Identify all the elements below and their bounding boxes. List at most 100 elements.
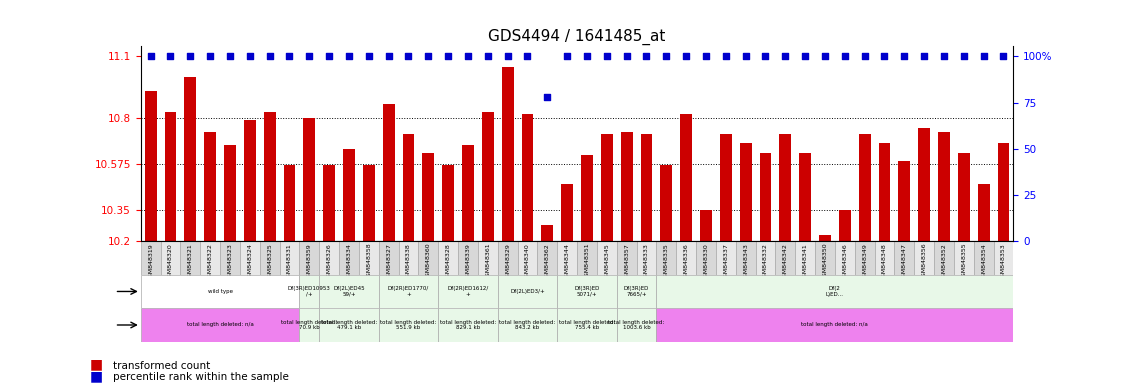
- Text: Df(2
L)ED...: Df(2 L)ED...: [825, 286, 843, 297]
- FancyBboxPatch shape: [141, 308, 300, 342]
- FancyBboxPatch shape: [279, 241, 300, 275]
- Text: GSM848348: GSM848348: [882, 243, 887, 281]
- FancyBboxPatch shape: [557, 308, 617, 342]
- Bar: [185, 77, 196, 241]
- Point: [895, 53, 913, 60]
- FancyBboxPatch shape: [260, 241, 279, 275]
- Point: [479, 53, 497, 60]
- FancyBboxPatch shape: [458, 241, 477, 275]
- FancyBboxPatch shape: [993, 241, 1013, 275]
- FancyBboxPatch shape: [300, 308, 320, 342]
- Text: GSM848331: GSM848331: [287, 243, 292, 281]
- Point: [400, 53, 418, 60]
- Text: Df(3R)ED
7665/+: Df(3R)ED 7665/+: [624, 286, 650, 297]
- Text: GSM848319: GSM848319: [149, 243, 153, 281]
- Text: total length deleted:
551.9 kb: total length deleted: 551.9 kb: [381, 319, 437, 330]
- FancyBboxPatch shape: [815, 241, 834, 275]
- FancyBboxPatch shape: [498, 308, 557, 342]
- Point: [618, 53, 636, 60]
- Point: [142, 53, 160, 60]
- Point: [459, 53, 477, 60]
- Bar: [482, 112, 494, 241]
- Bar: [998, 142, 1009, 241]
- Text: GSM848346: GSM848346: [842, 243, 848, 281]
- FancyBboxPatch shape: [518, 241, 537, 275]
- Text: GSM848349: GSM848349: [863, 243, 867, 281]
- Bar: [680, 114, 692, 241]
- Text: Df(2R)ED1612/
+: Df(2R)ED1612/ +: [447, 286, 489, 297]
- FancyBboxPatch shape: [320, 308, 378, 342]
- Point: [717, 53, 735, 60]
- Point: [161, 53, 179, 60]
- Point: [637, 53, 655, 60]
- FancyBboxPatch shape: [438, 241, 458, 275]
- Text: GSM848355: GSM848355: [962, 243, 966, 280]
- FancyBboxPatch shape: [617, 241, 636, 275]
- FancyBboxPatch shape: [240, 241, 260, 275]
- Bar: [740, 142, 752, 241]
- Point: [260, 53, 278, 60]
- FancyBboxPatch shape: [419, 241, 438, 275]
- Bar: [918, 128, 930, 241]
- Point: [558, 53, 577, 60]
- FancyBboxPatch shape: [378, 275, 438, 308]
- Bar: [145, 91, 157, 241]
- Text: total length deleted:
70.9 kb: total length deleted: 70.9 kb: [282, 319, 338, 330]
- Point: [856, 53, 874, 60]
- FancyBboxPatch shape: [359, 241, 378, 275]
- Text: GSM848347: GSM848347: [902, 243, 906, 281]
- Text: GSM848345: GSM848345: [605, 243, 609, 281]
- Point: [202, 53, 220, 60]
- Text: total length deleted: n/a: total length deleted: n/a: [802, 323, 868, 328]
- Text: GSM848351: GSM848351: [584, 243, 590, 280]
- FancyBboxPatch shape: [636, 241, 656, 275]
- Text: total length deleted:
1003.6 kb: total length deleted: 1003.6 kb: [608, 319, 664, 330]
- FancyBboxPatch shape: [557, 241, 578, 275]
- Point: [915, 53, 933, 60]
- Point: [360, 53, 378, 60]
- Point: [994, 53, 1012, 60]
- Text: GSM848357: GSM848357: [624, 243, 629, 281]
- FancyBboxPatch shape: [438, 275, 498, 308]
- Bar: [938, 132, 950, 241]
- Bar: [443, 165, 454, 241]
- Text: Df(2R)ED1770/
+: Df(2R)ED1770/ +: [387, 286, 429, 297]
- Title: GDS4494 / 1641485_at: GDS4494 / 1641485_at: [489, 28, 665, 45]
- Text: Df(2L)ED3/+: Df(2L)ED3/+: [510, 289, 545, 294]
- Bar: [244, 120, 256, 241]
- Text: GSM848324: GSM848324: [248, 243, 252, 281]
- FancyBboxPatch shape: [339, 241, 359, 275]
- Point: [181, 53, 199, 60]
- Text: GSM848353: GSM848353: [1001, 243, 1006, 281]
- Bar: [542, 225, 553, 241]
- FancyBboxPatch shape: [795, 241, 815, 275]
- FancyBboxPatch shape: [141, 241, 161, 275]
- Point: [816, 53, 834, 60]
- FancyBboxPatch shape: [399, 241, 419, 275]
- Bar: [760, 153, 771, 241]
- FancyBboxPatch shape: [180, 241, 200, 275]
- Bar: [403, 134, 414, 241]
- Text: GSM848342: GSM848342: [783, 243, 788, 281]
- Bar: [839, 210, 851, 241]
- FancyBboxPatch shape: [320, 275, 378, 308]
- FancyBboxPatch shape: [617, 308, 656, 342]
- FancyBboxPatch shape: [141, 275, 300, 308]
- FancyBboxPatch shape: [834, 241, 855, 275]
- Text: GSM848336: GSM848336: [683, 243, 689, 281]
- Text: GSM848337: GSM848337: [723, 243, 729, 281]
- FancyBboxPatch shape: [438, 308, 498, 342]
- FancyBboxPatch shape: [300, 241, 320, 275]
- FancyBboxPatch shape: [378, 308, 438, 342]
- Text: GSM848321: GSM848321: [188, 243, 193, 281]
- FancyBboxPatch shape: [776, 241, 795, 275]
- Bar: [323, 165, 336, 241]
- Bar: [383, 104, 394, 241]
- Point: [796, 53, 814, 60]
- FancyBboxPatch shape: [914, 241, 935, 275]
- FancyBboxPatch shape: [378, 241, 399, 275]
- FancyBboxPatch shape: [935, 241, 954, 275]
- Point: [935, 53, 953, 60]
- FancyBboxPatch shape: [735, 241, 756, 275]
- Point: [955, 53, 973, 60]
